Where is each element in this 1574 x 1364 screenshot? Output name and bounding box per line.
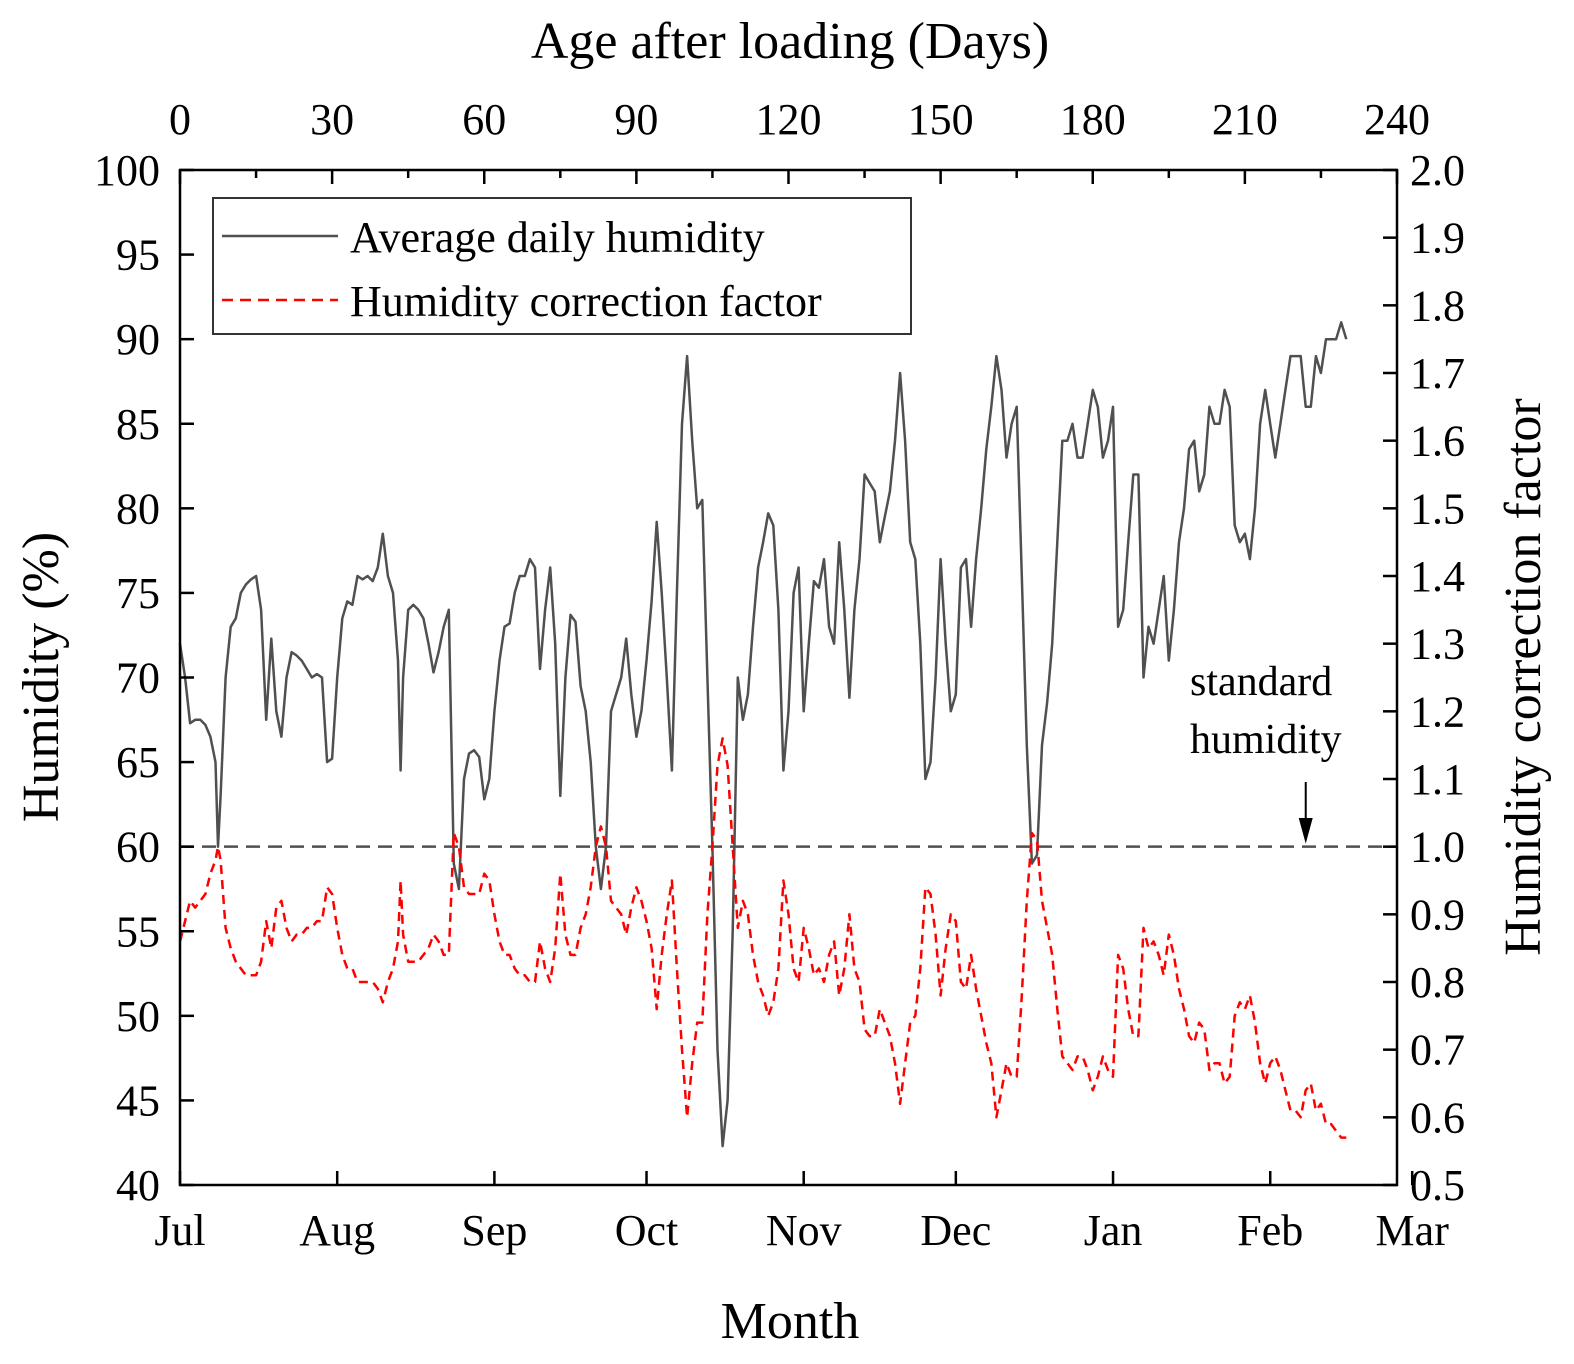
right-axis-tick-label: 1.5 bbox=[1410, 484, 1465, 533]
legend-box bbox=[212, 197, 912, 335]
legend-entry-correction: Humidity correction factor bbox=[350, 277, 822, 326]
right-axis-tick-label: 1.0 bbox=[1410, 823, 1465, 872]
right-axis-tick-label: 0.9 bbox=[1410, 890, 1465, 939]
top-axis-tick-label: 240 bbox=[1364, 95, 1430, 144]
bottom-axis-tick-label: Mar bbox=[1376, 1206, 1450, 1255]
annotation-line-2: humidity bbox=[1190, 717, 1342, 763]
right-axis-tick-label: 1.6 bbox=[1410, 417, 1465, 466]
series-line-humidity bbox=[178, 321, 1348, 1148]
right-axis-tick-label: 0.7 bbox=[1410, 1026, 1465, 1075]
bottom-axis-tick-label: Dec bbox=[920, 1206, 991, 1255]
tick-labels: 0 30 60 90 120 150 180 210 240 Jul Aug Sep Oct Nov Dec… bbox=[94, 95, 1465, 1255]
left-axis-tick-label: 50 bbox=[116, 992, 160, 1041]
bottom-axis-tick-label: Jul bbox=[154, 1206, 205, 1255]
legend-entry-humidity: Average daily humidity bbox=[350, 213, 765, 262]
left-axis-tick-label: 60 bbox=[116, 823, 160, 872]
legend: Average daily humidity Humidity correcti… bbox=[212, 197, 912, 335]
right-axis-tick-label: 1.7 bbox=[1410, 349, 1465, 398]
standard-humidity-annotation: standard humidity bbox=[1190, 659, 1342, 844]
top-axis-title: Age after loading (Days) bbox=[531, 13, 1049, 70]
annotation-arrow-head bbox=[1298, 818, 1313, 844]
left-axis-tick-label: 65 bbox=[116, 738, 160, 787]
right-axis-tick-label: 1.9 bbox=[1410, 214, 1465, 263]
right-axis-tick-label: 1.4 bbox=[1410, 552, 1465, 601]
left-axis-tick-label: 90 bbox=[116, 315, 160, 364]
left-axis-tick-label: 85 bbox=[116, 400, 160, 449]
right-axis-tick-label: 1.8 bbox=[1410, 281, 1465, 330]
left-axis-tick-label: 75 bbox=[116, 569, 160, 618]
left-axis-tick-label: 40 bbox=[116, 1161, 160, 1210]
left-axis-tick-label: 100 bbox=[94, 146, 160, 195]
bottom-axis-tick-label: Sep bbox=[461, 1206, 527, 1255]
bottom-axis-title: Month bbox=[721, 1293, 860, 1350]
top-axis-tick-label: 0 bbox=[169, 95, 191, 144]
series-line-correction-factor bbox=[178, 737, 1347, 1139]
bottom-axis-tick-label: Nov bbox=[766, 1206, 842, 1255]
right-axis-tick-label: 0.6 bbox=[1410, 1093, 1465, 1142]
top-axis-tick-label: 210 bbox=[1212, 95, 1278, 144]
left-axis-tick-label: 45 bbox=[116, 1076, 160, 1125]
top-axis-tick-label: 60 bbox=[462, 95, 506, 144]
top-axis-tick-label: 150 bbox=[908, 95, 974, 144]
left-axis-tick-label: 55 bbox=[116, 907, 160, 956]
right-axis-title: Humidity correction factor bbox=[1495, 398, 1552, 955]
top-axis-tick-label: 90 bbox=[614, 95, 658, 144]
top-axis-tick-label: 30 bbox=[310, 95, 354, 144]
right-axis-tick-label: 1.2 bbox=[1410, 687, 1465, 736]
plot-lines bbox=[178, 321, 1397, 1148]
top-axis-tick-label: 120 bbox=[756, 95, 822, 144]
right-axis-tick-label: 0.8 bbox=[1410, 958, 1465, 1007]
left-axis-tick-label: 70 bbox=[116, 654, 160, 703]
bottom-axis-tick-label: Oct bbox=[615, 1206, 679, 1255]
left-axis-title: Humidity (%) bbox=[13, 532, 70, 822]
bottom-axis-tick-label: Aug bbox=[299, 1206, 375, 1255]
right-axis-tick-label: 2.0 bbox=[1410, 146, 1465, 195]
right-axis-tick-label: 1.3 bbox=[1410, 620, 1465, 669]
bottom-axis-tick-label: Jan bbox=[1084, 1206, 1143, 1255]
bottom-axis-tick-label: Feb bbox=[1237, 1206, 1303, 1255]
annotation-line-1: standard bbox=[1190, 659, 1332, 705]
right-axis-tick-label: 0.5 bbox=[1410, 1161, 1465, 1210]
axis-ticks bbox=[178, 168, 1414, 1187]
left-axis-tick-label: 95 bbox=[116, 231, 160, 280]
top-axis-tick-label: 180 bbox=[1060, 95, 1126, 144]
right-axis-tick-label: 1.1 bbox=[1410, 755, 1465, 804]
left-axis-tick-label: 80 bbox=[116, 484, 160, 533]
